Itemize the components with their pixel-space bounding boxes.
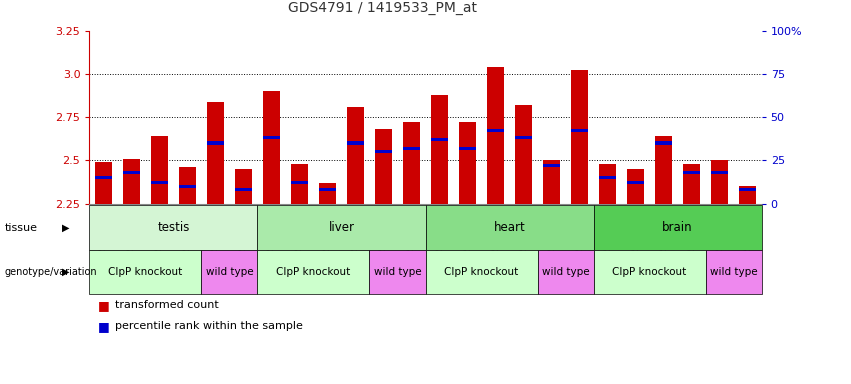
Text: ClpP knockout: ClpP knockout — [277, 266, 351, 277]
Bar — [515, 105, 532, 204]
Text: brain: brain — [662, 221, 693, 234]
Bar — [123, 171, 140, 174]
Bar — [571, 129, 588, 132]
Bar — [459, 122, 476, 204]
Bar — [543, 161, 560, 204]
Text: ▶: ▶ — [62, 266, 70, 277]
Bar — [123, 159, 140, 204]
Bar — [627, 181, 644, 184]
Bar — [235, 188, 252, 191]
Bar — [655, 136, 672, 204]
Bar — [347, 141, 364, 145]
Bar — [740, 188, 756, 191]
Bar — [319, 188, 336, 191]
Bar — [683, 164, 700, 204]
Bar — [263, 136, 280, 139]
Bar — [319, 183, 336, 204]
Bar — [375, 150, 391, 153]
Text: tissue: tissue — [4, 222, 37, 233]
Bar — [599, 176, 616, 179]
Text: wild type: wild type — [206, 266, 254, 277]
Bar — [207, 101, 224, 204]
Bar — [627, 169, 644, 204]
Bar — [711, 171, 728, 174]
Text: ClpP knockout: ClpP knockout — [444, 266, 518, 277]
Bar — [95, 162, 111, 204]
Text: ClpP knockout: ClpP knockout — [108, 266, 182, 277]
Bar — [179, 185, 196, 188]
Text: heart: heart — [494, 221, 525, 234]
Text: wild type: wild type — [374, 266, 421, 277]
Bar — [543, 164, 560, 167]
Bar — [683, 171, 700, 174]
Bar — [487, 129, 504, 132]
Bar — [655, 141, 672, 145]
Bar — [179, 167, 196, 204]
Text: testis: testis — [157, 221, 190, 234]
Text: ■: ■ — [98, 299, 110, 312]
Bar — [403, 122, 420, 204]
Bar — [711, 161, 728, 204]
Bar — [375, 129, 391, 204]
Bar — [740, 186, 756, 204]
Bar — [431, 138, 448, 141]
Text: wild type: wild type — [710, 266, 757, 277]
Text: percentile rank within the sample: percentile rank within the sample — [115, 321, 303, 331]
Bar — [487, 67, 504, 204]
Bar — [95, 176, 111, 179]
Text: transformed count: transformed count — [115, 300, 219, 310]
Bar — [151, 181, 168, 184]
Bar — [235, 169, 252, 204]
Text: genotype/variation: genotype/variation — [4, 266, 97, 277]
Bar — [431, 95, 448, 204]
Bar — [291, 164, 308, 204]
Bar — [291, 181, 308, 184]
Text: wild type: wild type — [542, 266, 590, 277]
Text: liver: liver — [328, 221, 355, 234]
Bar — [571, 70, 588, 204]
Bar — [263, 91, 280, 204]
Bar — [347, 107, 364, 204]
Bar — [599, 164, 616, 204]
Bar — [207, 141, 224, 145]
Bar — [515, 136, 532, 139]
Bar — [151, 136, 168, 204]
Text: ClpP knockout: ClpP knockout — [613, 266, 687, 277]
Bar — [403, 147, 420, 150]
Bar — [459, 147, 476, 150]
Text: ■: ■ — [98, 320, 110, 333]
Text: GDS4791 / 1419533_PM_at: GDS4791 / 1419533_PM_at — [288, 2, 477, 15]
Text: ▶: ▶ — [62, 222, 70, 233]
